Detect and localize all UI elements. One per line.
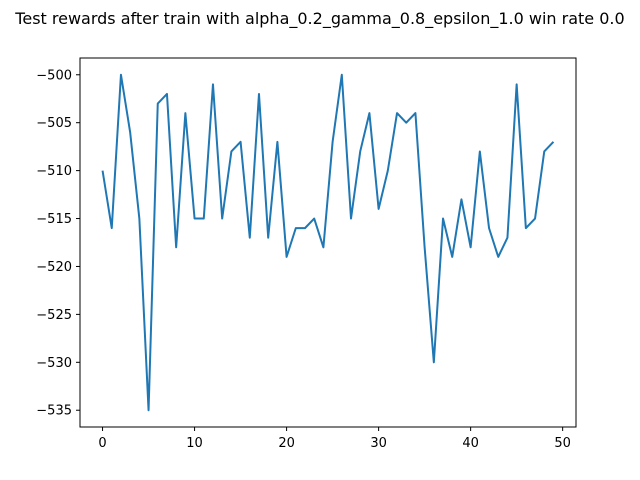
x-axis: 0 10 20 30 40 50 xyxy=(98,427,571,451)
y-tick-label: −525 xyxy=(36,308,72,323)
x-tick-label: 20 xyxy=(278,436,295,451)
x-tick-label: 30 xyxy=(370,436,387,451)
y-tick-label: −535 xyxy=(36,404,72,419)
x-tick-label: 50 xyxy=(554,436,571,451)
y-tick-label: −500 xyxy=(36,68,72,83)
y-tick-label: −520 xyxy=(36,260,72,275)
x-tick-label: 40 xyxy=(462,436,479,451)
y-tick-label: −530 xyxy=(36,356,72,371)
plot-area xyxy=(101,73,555,412)
chart-title: Test rewards after train with alpha_0.2_… xyxy=(14,9,624,29)
series-line-0 xyxy=(101,73,555,412)
axes-frame xyxy=(79,57,577,428)
y-tick-label: −510 xyxy=(36,164,72,179)
y-tick-label: −505 xyxy=(36,116,72,131)
x-tick-label: 10 xyxy=(186,436,203,451)
x-tick-label: 0 xyxy=(98,436,106,451)
y-tick-label: −515 xyxy=(36,212,72,227)
y-axis: −535 −530 −525 −520 −515 −510 −505 −500 xyxy=(36,68,80,419)
